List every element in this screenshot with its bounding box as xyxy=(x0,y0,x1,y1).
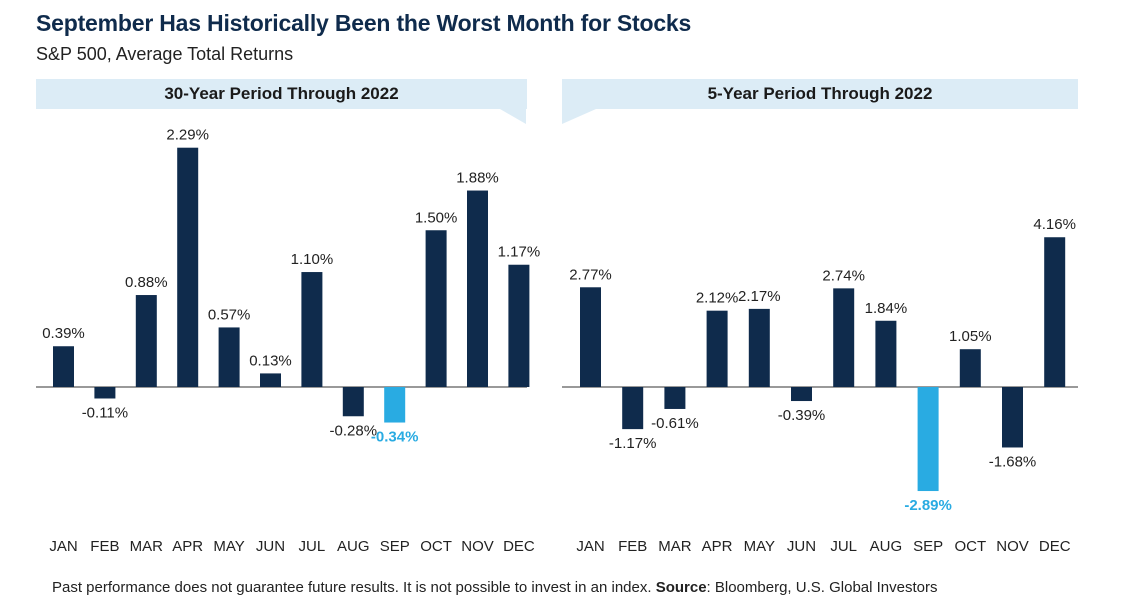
tick-label-mar: MAR xyxy=(130,538,164,555)
tick-label-apr: APR xyxy=(702,538,733,555)
tick-label-jul: JUL xyxy=(830,538,857,555)
data-label-sep: -0.34% xyxy=(371,429,419,446)
bar-sep xyxy=(384,387,406,423)
chart-title: September Has Historically Been the Wors… xyxy=(36,10,692,36)
bar-feb xyxy=(622,387,644,430)
tick-label-feb: FEB xyxy=(90,538,119,555)
data-label-may: 2.17% xyxy=(738,288,781,305)
data-label-aug: 1.84% xyxy=(865,300,908,317)
bar-oct xyxy=(959,349,981,387)
tick-label-apr: APR xyxy=(172,538,203,555)
data-label-jan: 0.39% xyxy=(42,325,85,342)
data-label-sep: -2.89% xyxy=(904,497,952,514)
data-label-aug: -0.28% xyxy=(330,422,378,439)
bar-feb xyxy=(94,387,116,399)
tick-label-oct: OCT xyxy=(420,538,452,555)
bar-mar xyxy=(664,387,686,409)
tick-label-aug: AUG xyxy=(337,538,370,555)
tick-label-jan: JAN xyxy=(576,538,604,555)
panel-header-5-year: 5-Year Period Through 2022 xyxy=(562,79,1078,109)
data-label-apr: 2.12% xyxy=(696,290,739,307)
data-label-jul: 2.74% xyxy=(822,267,865,284)
bar-nov xyxy=(467,190,488,387)
bar-jun xyxy=(791,387,812,402)
data-label-feb: -0.11% xyxy=(82,404,128,421)
data-label-mar: -0.61% xyxy=(651,415,699,432)
data-label-may: 0.57% xyxy=(208,306,251,323)
bar-dec xyxy=(1044,237,1066,387)
tick-label-nov: NOV xyxy=(996,538,1029,555)
chart-subtitle: S&P 500, Average Total Returns xyxy=(36,44,294,64)
tick-label-feb: FEB xyxy=(618,538,647,555)
bar-apr xyxy=(177,147,199,387)
panel-header-notch xyxy=(500,109,526,124)
data-label-jul: 1.10% xyxy=(291,251,334,268)
tick-label-may: MAY xyxy=(213,538,244,555)
tick-label-oct: OCT xyxy=(954,538,986,555)
data-label-dec: 1.17% xyxy=(498,244,541,261)
tick-label-sep: SEP xyxy=(913,538,943,555)
bar-oct xyxy=(425,230,447,387)
footer-note: Past performance does not guarantee futu… xyxy=(52,579,937,596)
bar-jan xyxy=(580,287,601,387)
panel-header-30-year: 30-Year Period Through 2022 xyxy=(36,79,527,109)
bar-mar xyxy=(135,295,157,387)
data-label-apr: 2.29% xyxy=(166,127,209,144)
tick-label-aug: AUG xyxy=(870,538,903,555)
tick-label-jun: JUN xyxy=(787,538,816,555)
data-label-feb: -1.17% xyxy=(609,435,657,452)
source-label: Source xyxy=(655,579,707,596)
disclaimer-text: Past performance does not guarantee futu… xyxy=(52,579,652,596)
panel-header-notch xyxy=(562,109,596,124)
bar-jan xyxy=(53,346,74,387)
data-label-oct: 1.05% xyxy=(949,328,992,345)
tick-label-nov: NOV xyxy=(461,538,494,555)
data-label-jun: 0.13% xyxy=(249,352,292,369)
bar-may xyxy=(748,308,770,387)
bar-aug xyxy=(875,320,897,387)
tick-label-sep: SEP xyxy=(380,538,410,555)
data-label-nov: 1.88% xyxy=(456,170,499,187)
bar-may xyxy=(218,327,240,387)
tick-label-dec: DEC xyxy=(503,538,535,555)
data-label-jun: -0.39% xyxy=(778,407,826,424)
bar-jul xyxy=(833,288,855,387)
bar-sep xyxy=(917,387,939,492)
source-text: : Bloomberg, U.S. Global Investors xyxy=(706,579,938,596)
bar-dec xyxy=(508,264,530,387)
data-label-oct: 1.50% xyxy=(415,209,458,226)
data-label-dec: 4.16% xyxy=(1033,216,1076,233)
tick-label-dec: DEC xyxy=(1039,538,1071,555)
data-label-mar: 0.88% xyxy=(125,274,168,291)
data-label-nov: -1.68% xyxy=(989,453,1037,470)
tick-label-may: MAY xyxy=(744,538,775,555)
bar-jul xyxy=(301,272,323,387)
tick-label-mar: MAR xyxy=(658,538,692,555)
tick-label-jul: JUL xyxy=(299,538,326,555)
data-label-jan: 2.77% xyxy=(569,266,612,283)
bar-nov xyxy=(1002,387,1023,448)
bar-chart-5-year: 2.77% JAN -1.17% FEB -0.61% MAR 2.12% APR 2.17% M… xyxy=(562,216,1078,555)
tick-label-jan: JAN xyxy=(49,538,77,555)
bar-jun xyxy=(260,373,281,387)
tick-label-jun: JUN xyxy=(256,538,285,555)
bar-aug xyxy=(342,387,364,417)
bar-apr xyxy=(706,310,728,387)
bar-chart-30-year: 0.39% JAN -0.11% FEB 0.88% MAR 2.29% APR 0.57% MA… xyxy=(36,127,540,555)
